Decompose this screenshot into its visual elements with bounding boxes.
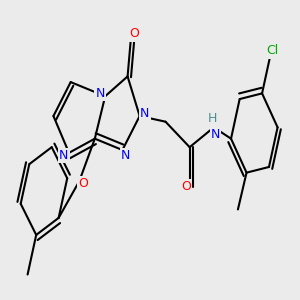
Text: N: N <box>140 107 149 120</box>
Text: Cl: Cl <box>266 44 278 57</box>
Text: O: O <box>79 178 88 190</box>
Text: N: N <box>59 149 68 162</box>
Text: N: N <box>95 87 105 100</box>
Text: O: O <box>181 180 191 193</box>
Text: N: N <box>211 128 220 141</box>
Text: H: H <box>207 112 217 125</box>
Text: O: O <box>130 28 140 40</box>
Text: N: N <box>121 149 130 162</box>
